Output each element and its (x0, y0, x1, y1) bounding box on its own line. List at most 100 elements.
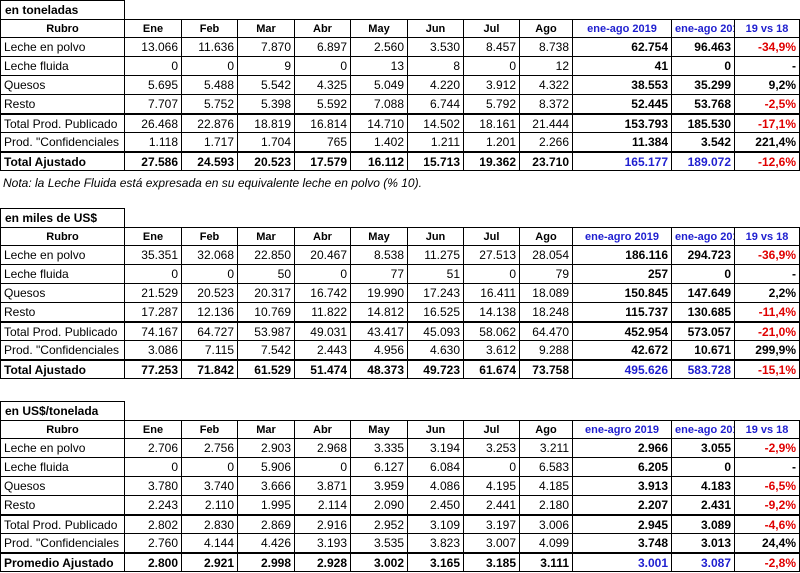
data-cell: 48.373 (351, 359, 408, 379)
data-cell: 24.593 (182, 151, 238, 171)
data-cell: 13.066 (125, 38, 182, 57)
data-cell: 257 (573, 265, 672, 284)
data-cell: 2.952 (351, 514, 408, 534)
data-cell: 2.441 (464, 496, 520, 515)
data-cell: 22.876 (182, 113, 238, 133)
data-cell: 3.666 (238, 477, 295, 496)
row-label: Total Ajustado (0, 151, 125, 171)
header-cell: Jun (408, 227, 464, 246)
data-cell: 186.116 (573, 246, 672, 265)
data-cell: 6.897 (295, 38, 351, 57)
data-cell: 27.513 (464, 246, 520, 265)
data-cell: -2,5% (735, 95, 800, 114)
data-cell: 3.007 (464, 534, 520, 553)
data-cell: 221,4% (735, 133, 800, 152)
data-cell: 0 (672, 57, 735, 76)
data-cell: 4.099 (520, 534, 573, 553)
row-label: Total Ajustado (0, 359, 125, 379)
data-cell: 77.253 (125, 359, 182, 379)
data-cell: 64.727 (182, 321, 238, 341)
data-cell: 21.529 (125, 284, 182, 303)
header-cell: Mar (238, 420, 295, 439)
header-cell: Ene (125, 227, 182, 246)
data-cell: 64.470 (520, 321, 573, 341)
data-cell: 189.072 (672, 151, 735, 171)
header-cell: Abr (295, 420, 351, 439)
data-cell: 18.089 (520, 284, 573, 303)
data-cell: 294.723 (672, 246, 735, 265)
data-cell: -4,6% (735, 514, 800, 534)
header-cell: Jul (464, 19, 520, 38)
data-cell: 0 (182, 57, 238, 76)
data-cell: 11.384 (573, 133, 672, 152)
data-cell: 2.869 (238, 514, 295, 534)
header-cell: Jul (464, 420, 520, 439)
row-label: Prod. "Confidenciales (0, 133, 125, 152)
data-cell: - (735, 57, 800, 76)
data-cell: 2.760 (125, 534, 182, 553)
data-cell: 0 (672, 458, 735, 477)
table-title: en US$/tonelada (0, 401, 125, 420)
data-cell: 18.161 (464, 113, 520, 133)
data-cell: 2.706 (125, 439, 182, 458)
data-cell: 23.710 (520, 151, 573, 171)
data-cell: 9.288 (520, 341, 573, 360)
table-title: en miles de US$ (0, 208, 125, 227)
data-cell: -12,6% (735, 151, 800, 171)
data-cell: 32.068 (182, 246, 238, 265)
data-cell: 7.707 (125, 95, 182, 114)
data-cell: 3.055 (672, 439, 735, 458)
data-cell: 3.748 (573, 534, 672, 553)
data-cell: 452.954 (573, 321, 672, 341)
data-cell: 16.411 (464, 284, 520, 303)
header-cell: ene-ago 2018 (672, 227, 735, 246)
header-cell: 19 vs 18 (735, 227, 800, 246)
data-cell: 14.502 (408, 113, 464, 133)
data-cell: -36,9% (735, 246, 800, 265)
data-cell: 4.185 (520, 477, 573, 496)
data-cell: 5.695 (125, 76, 182, 95)
data-cell: 19.990 (351, 284, 408, 303)
header-cell: Feb (182, 420, 238, 439)
data-cell: 17.579 (295, 151, 351, 171)
data-cell: 130.685 (672, 303, 735, 322)
data-cell: 4.325 (295, 76, 351, 95)
data-cell: 3.185 (464, 552, 520, 572)
data-cell: 11.822 (295, 303, 351, 322)
data-cell: 3.013 (672, 534, 735, 553)
data-cell: 3.335 (351, 439, 408, 458)
data-cell: 13 (351, 57, 408, 76)
data-cell: 20.467 (295, 246, 351, 265)
data-cell: 9,2% (735, 76, 800, 95)
data-cell: 0 (464, 57, 520, 76)
data-cell: 35.351 (125, 246, 182, 265)
data-cell: 150.845 (573, 284, 672, 303)
header-cell: May (351, 227, 408, 246)
data-cell: 14.710 (351, 113, 408, 133)
data-cell: 61.674 (464, 359, 520, 379)
data-cell: 35.299 (672, 76, 735, 95)
data-cell: 61.529 (238, 359, 295, 379)
data-cell: 495.626 (573, 359, 672, 379)
data-cell: 28.054 (520, 246, 573, 265)
data-cell: 9 (238, 57, 295, 76)
data-cell: 50 (238, 265, 295, 284)
data-cell: 41 (573, 57, 672, 76)
data-cell: 0 (295, 265, 351, 284)
data-cell: 153.793 (573, 113, 672, 133)
row-label: Leche fluida (0, 265, 125, 284)
data-cell: 2.968 (295, 439, 351, 458)
data-cell: 2.945 (573, 514, 672, 534)
data-cell: 51.474 (295, 359, 351, 379)
data-cell: 5.752 (182, 95, 238, 114)
data-cell: 8.738 (520, 38, 573, 57)
data-cell: 2.207 (573, 496, 672, 515)
data-cell: 17.287 (125, 303, 182, 322)
data-cell: 4.426 (238, 534, 295, 553)
data-cell: 0 (182, 458, 238, 477)
data-cell: 3.197 (464, 514, 520, 534)
data-cell: 3.087 (672, 552, 735, 572)
header-cell: Abr (295, 19, 351, 38)
data-cell: -6,5% (735, 477, 800, 496)
data-cell: 49.031 (295, 321, 351, 341)
